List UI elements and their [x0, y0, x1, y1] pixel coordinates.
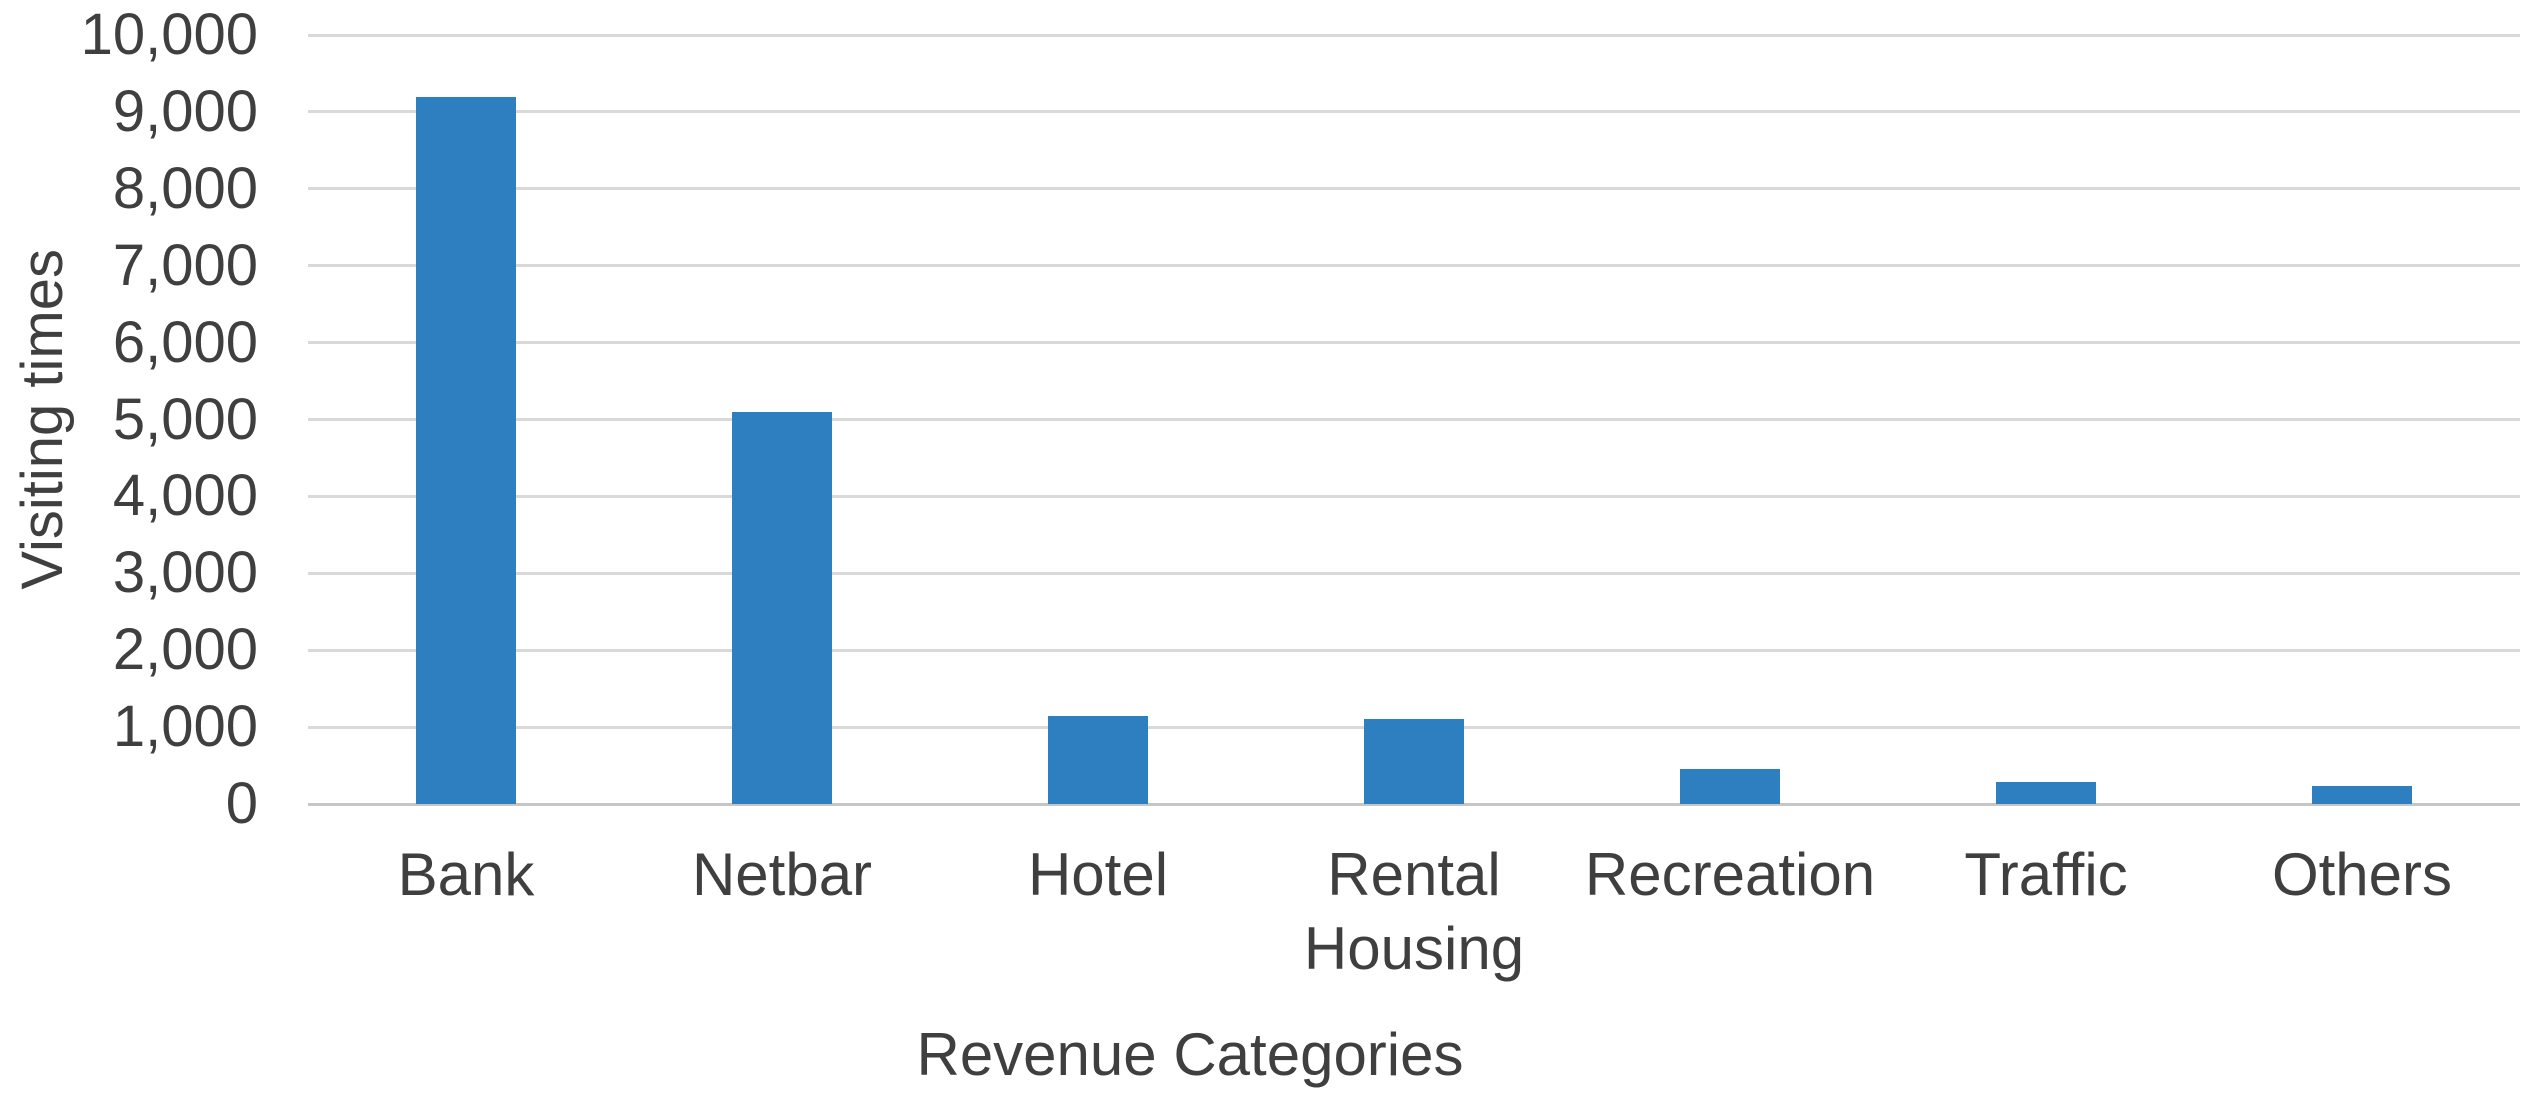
y-tick-label-0: 0 [225, 771, 258, 836]
x-axis-title: Revenue Categories [916, 1021, 1464, 1088]
gridline-10000 [308, 33, 2520, 37]
x-category-label-rental-housing: Rental Housing [1303, 841, 1525, 982]
gridline-8000 [308, 187, 2520, 191]
x-category-label-bank: Bank [397, 841, 535, 908]
x-category-label-hotel: Hotel [1027, 841, 1169, 908]
plot-area [308, 33, 2520, 806]
x-category-label-others: Others [2271, 841, 2453, 908]
y-tick-label-1000: 1,000 [112, 694, 258, 760]
gridline-0 [308, 802, 2520, 806]
y-tick-label-5000: 5,000 [112, 386, 258, 452]
y-tick-label-10000: 10,000 [80, 2, 258, 67]
bar-rental-housing [1364, 719, 1464, 804]
x-category-label-netbar: Netbar [691, 841, 873, 908]
gridline-3000 [308, 571, 2520, 575]
gridline-6000 [308, 341, 2520, 345]
bar-bank [416, 96, 516, 804]
y-tick-label-4000: 4,000 [112, 463, 258, 529]
gridline-2000 [308, 648, 2520, 652]
gridline-5000 [308, 418, 2520, 421]
bar-recreation [1680, 769, 1780, 804]
y-tick-label-7000: 7,000 [112, 232, 258, 298]
y-tick-label-9000: 9,000 [112, 78, 258, 144]
gridline-7000 [308, 264, 2520, 268]
bar-netbar [732, 411, 832, 804]
y-tick-label-8000: 8,000 [112, 155, 258, 221]
bar-hotel [1048, 715, 1148, 804]
y-tick-label-6000: 6,000 [112, 309, 258, 375]
y-tick-label-2000: 2,000 [112, 617, 258, 683]
x-category-label-recreation: Recreation [1584, 841, 1876, 908]
x-category-label-traffic: Traffic [1964, 841, 2128, 908]
bar-others [2312, 786, 2412, 804]
bar-traffic [1996, 782, 2096, 804]
y-tick-label-3000: 3,000 [112, 540, 258, 606]
gridline-9000 [308, 110, 2520, 114]
gridline-4000 [308, 494, 2520, 498]
